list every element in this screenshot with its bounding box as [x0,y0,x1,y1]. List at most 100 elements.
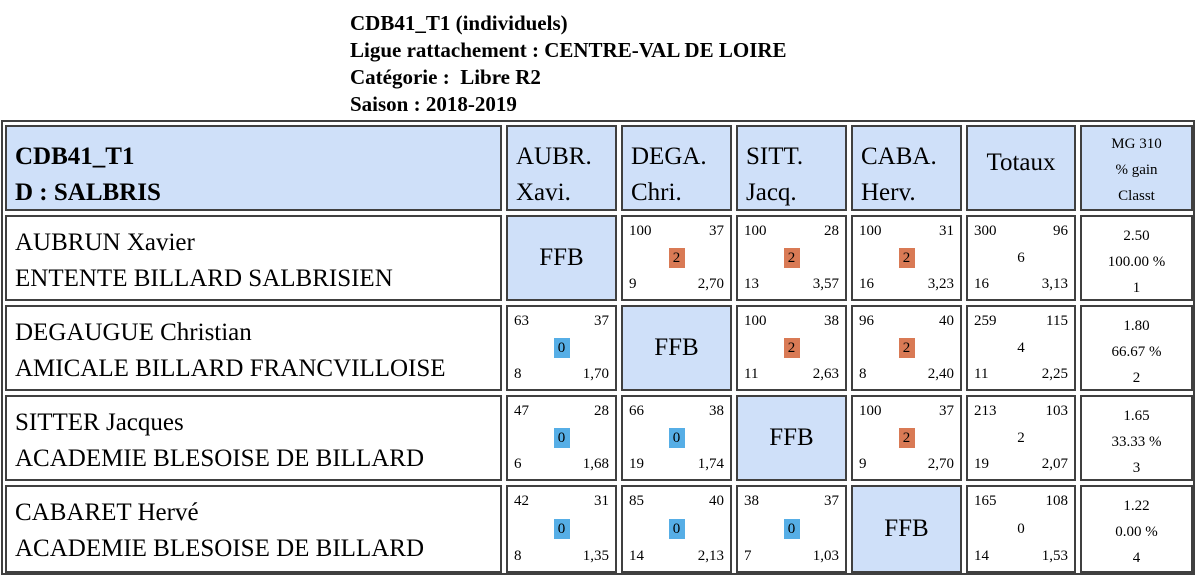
player-name-cell: SITTER Jacques ACADEMIE BLESOISE DE BILLA… [5,395,502,481]
total-innings: 19 [974,456,989,472]
match-result-cell: 66 38 0 19 1,74 [621,395,732,481]
player-info: CABARET Hervé ACADEMIE BLESOISE DE BILLAR… [15,495,424,567]
match-score-badge: 2 [783,248,800,268]
match-score-badge: 2 [898,428,915,448]
total-average: 1,53 [1041,548,1068,564]
ranking: 3 [1132,460,1141,476]
totals-cell: 165 108 0 14 1,53 [966,485,1076,573]
match-innings: 7 [744,548,752,564]
self-match-cell: FFB [736,395,847,481]
match-score-badge: 2 [783,338,800,358]
match-average: 1,35 [582,548,609,564]
player-info: AUBRUN Xavier ENTENTE BILLARD SALBRISIEN [15,225,393,297]
player-club: AMICALE BILLARD FRANCVILLOISE [15,355,446,382]
mg-header: MG 310 % gain Classt [1082,131,1191,209]
player-abbrev-surname: SITT. [746,143,804,170]
total-opponent-points: 103 [1045,403,1069,419]
total-average: 3,13 [1041,276,1068,292]
player-info: SITTER Jacques ACADEMIE BLESOISE DE BILLA… [15,405,424,477]
player-abbrev: SITT. Jacq. [746,139,803,211]
match-opponent-points: 31 [939,223,954,239]
match-opponent-points: 28 [594,403,609,419]
self-match-cell: FFB [851,485,962,573]
header-player-cell: AUBR. Xavi. [506,125,617,211]
mg-header-line2: % gain [1115,162,1158,178]
ranking: 1 [1132,280,1141,296]
match-average: 1,03 [812,548,839,564]
player-name-cell: AUBRUN Xavier ENTENTE BILLARD SALBRISIEN [5,215,502,301]
total-points: 165 [974,493,997,509]
match-score-badge: 0 [668,519,685,539]
match-result-cell: 38 37 0 7 1,03 [736,485,847,573]
gain-percentage: 66.67 % [1111,344,1162,360]
match-result-cell: 100 37 2 9 2,70 [851,395,962,481]
match-score-badge: 0 [553,428,570,448]
season-line: Saison : 2018-2019 [350,92,517,116]
player-abbrev-firstname: Jacq. [746,179,797,206]
page-header: CDB41_T1 (individuels) Ligue rattachemen… [350,10,787,118]
match-opponent-points: 40 [709,493,724,509]
player-abbrev: DEGA. Chri. [631,139,707,211]
ranking: 2 [1132,370,1141,386]
match-score-badge: 2 [898,248,915,268]
match-score-badge: 0 [783,519,800,539]
match-innings: 6 [514,456,522,472]
match-innings: 11 [744,366,759,382]
match-average: 1,68 [582,456,609,472]
match-opponent-points: 38 [824,313,839,329]
total-score: 2 [1017,430,1025,446]
match-points: 85 [629,493,644,509]
player-name-cell: CABARET Hervé ACADEMIE BLESOISE DE BILLAR… [5,485,502,573]
mg-average: 2.50 [1123,228,1150,244]
mg-cell: 1.80 66.67 % 2 [1080,305,1193,391]
player-info: DEGAUGUE Christian AMICALE BILLARD FRANCV… [15,315,446,387]
match-average: 1,70 [582,366,609,382]
totals-cell: 300 96 6 16 3,13 [966,215,1076,301]
total-points: 259 [974,313,997,329]
match-score-badge: 0 [553,519,570,539]
total-score: 0 [1017,521,1025,537]
mg-cell: 1.22 0.00 % 4 [1080,485,1193,573]
player-abbrev-surname: CABA. [861,143,937,170]
totals-cell: 213 103 2 19 2,07 [966,395,1076,481]
competition-title: CDB41_T1 (individuels) [350,11,568,35]
match-average: 2,70 [927,456,954,472]
match-score-badge: 2 [898,338,915,358]
match-points: 38 [744,493,759,509]
total-innings: 16 [974,276,989,292]
player-club: ACADEMIE BLESOISE DE BILLARD [15,535,425,562]
header-title-cell: CDB41_T1 D : SALBRIS [5,125,502,211]
match-result-cell: 47 28 0 6 1,68 [506,395,617,481]
match-opponent-points: 38 [709,403,724,419]
match-innings: 13 [744,276,759,292]
total-score: 6 [1017,250,1025,266]
gain-percentage: 100.00 % [1107,254,1166,270]
match-result-cell: 63 37 0 8 1,70 [506,305,617,391]
match-innings: 8 [514,548,522,564]
player-abbrev-firstname: Herv. [861,179,916,206]
mg-average: 1.22 [1123,498,1150,514]
total-opponent-points: 108 [1045,493,1069,509]
match-innings: 14 [629,548,644,564]
match-score-badge: 0 [553,338,570,358]
match-opponent-points: 37 [594,313,609,329]
match-result-cell: 85 40 0 14 2,13 [621,485,732,573]
match-opponent-points: 40 [939,313,954,329]
mg-values: 1.80 66.67 % 2 [1082,313,1191,391]
match-points: 96 [859,313,874,329]
total-opponent-points: 115 [1046,313,1068,329]
match-score-badge: 0 [668,428,685,448]
match-average: 3,57 [812,276,839,292]
league-line: Ligue rattachement : CENTRE-VAL DE LOIRE [350,38,787,62]
player-name-cell: DEGAUGUE Christian AMICALE BILLARD FRANCV… [5,305,502,391]
header-player-cell: SITT. Jacq. [736,125,847,211]
ffb-label: FFB [539,244,584,271]
match-innings: 16 [859,276,874,292]
player-abbrev-surname: DEGA. [631,143,707,170]
header-totals-cell: Totaux [966,125,1076,211]
match-opponent-points: 37 [709,223,724,239]
match-average: 2,63 [812,366,839,382]
match-points: 100 [629,223,652,239]
totals-cell: 259 115 4 11 2,25 [966,305,1076,391]
match-points: 100 [744,313,767,329]
